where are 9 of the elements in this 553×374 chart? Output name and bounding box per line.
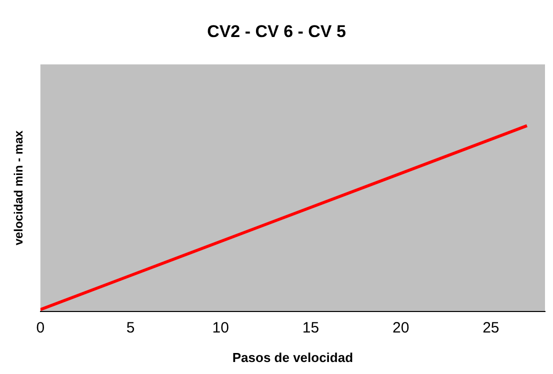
chart-title: CV2 - CV 6 - CV 5 [207, 22, 346, 41]
x-tick-label: 10 [212, 320, 229, 337]
x-axis-title: Pasos de velocidad [232, 350, 354, 365]
x-tick-label: 20 [392, 320, 410, 337]
x-tick-label: 0 [36, 320, 45, 337]
x-tick-label: 5 [126, 320, 135, 337]
x-tick-label: 25 [482, 320, 500, 337]
x-tick-label: 15 [302, 320, 320, 337]
y-axis-title: velocidad min - max [12, 130, 26, 246]
